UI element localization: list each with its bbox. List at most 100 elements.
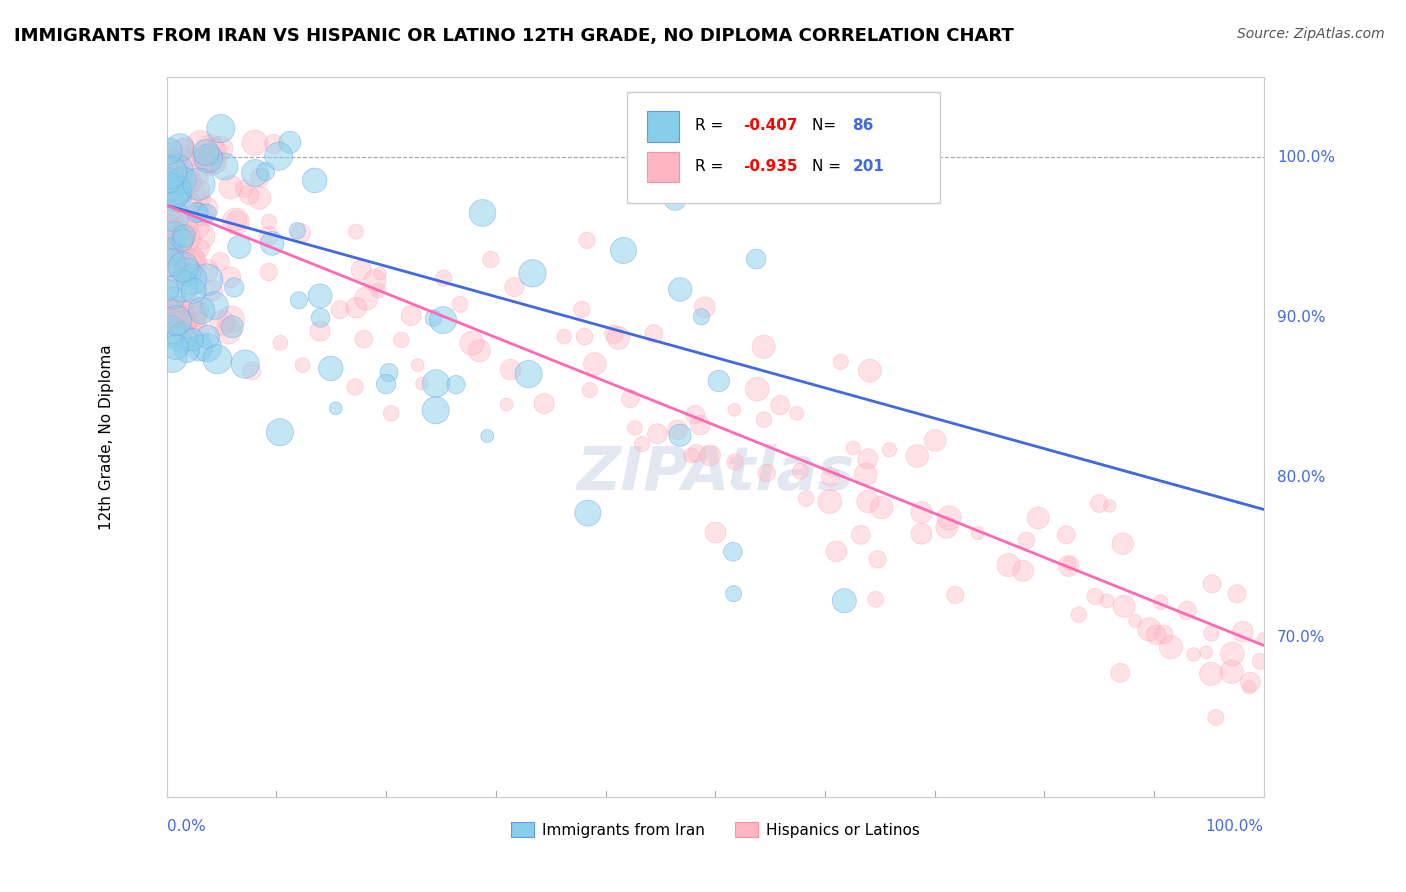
Point bbox=[190, 192, 212, 206]
Point bbox=[225, 214, 247, 228]
Point bbox=[1112, 537, 1135, 551]
Point bbox=[479, 252, 502, 267]
Point bbox=[183, 284, 205, 298]
Point bbox=[188, 183, 211, 197]
Point bbox=[689, 418, 711, 433]
Point bbox=[1144, 628, 1167, 642]
Point bbox=[856, 494, 879, 508]
Point bbox=[309, 324, 332, 338]
Point bbox=[910, 505, 932, 519]
Point bbox=[243, 136, 266, 150]
Point bbox=[195, 145, 218, 160]
Point bbox=[432, 313, 454, 327]
Point bbox=[257, 215, 280, 229]
Point bbox=[865, 592, 887, 607]
Point bbox=[209, 254, 232, 268]
Point bbox=[165, 313, 187, 327]
Point bbox=[179, 299, 201, 313]
Point bbox=[669, 282, 692, 296]
Point bbox=[157, 145, 180, 159]
Point bbox=[325, 401, 347, 416]
Point bbox=[631, 437, 654, 451]
Point bbox=[195, 206, 218, 220]
Point bbox=[166, 162, 188, 177]
Point bbox=[329, 302, 352, 317]
Point bbox=[267, 149, 290, 163]
Point bbox=[367, 284, 389, 298]
Point bbox=[1059, 557, 1081, 571]
Point bbox=[666, 423, 689, 437]
Text: R =: R = bbox=[696, 159, 728, 174]
Point bbox=[647, 426, 669, 441]
Text: 80.0%: 80.0% bbox=[1277, 470, 1326, 485]
Point bbox=[160, 216, 183, 230]
Point bbox=[818, 494, 841, 508]
Point bbox=[180, 272, 202, 286]
Point bbox=[249, 170, 271, 185]
Text: R =: R = bbox=[696, 118, 728, 133]
Point bbox=[166, 271, 188, 285]
Point bbox=[181, 255, 204, 269]
Text: 201: 201 bbox=[852, 159, 884, 174]
Point bbox=[344, 225, 367, 239]
Point bbox=[204, 299, 226, 313]
Point bbox=[249, 191, 271, 205]
Point bbox=[243, 166, 266, 180]
Point bbox=[685, 446, 707, 460]
Point bbox=[170, 265, 193, 279]
Point bbox=[157, 310, 180, 325]
Point bbox=[160, 304, 183, 318]
Point bbox=[747, 382, 769, 396]
Text: -0.407: -0.407 bbox=[742, 118, 797, 133]
Point bbox=[173, 315, 195, 329]
Point bbox=[842, 441, 865, 455]
Point bbox=[1253, 632, 1275, 647]
Point bbox=[309, 310, 332, 325]
Point bbox=[856, 451, 879, 466]
Point bbox=[191, 208, 214, 222]
Point bbox=[219, 270, 242, 285]
Point bbox=[503, 280, 526, 294]
Point bbox=[752, 412, 775, 426]
Point bbox=[375, 377, 398, 392]
Point bbox=[172, 259, 194, 273]
Point bbox=[194, 153, 217, 167]
Point bbox=[240, 364, 263, 378]
Point bbox=[786, 406, 808, 420]
Point bbox=[789, 464, 811, 478]
Point bbox=[181, 307, 204, 321]
Point bbox=[157, 240, 180, 254]
Point bbox=[177, 197, 200, 211]
Point bbox=[825, 544, 848, 558]
Point bbox=[159, 245, 181, 260]
Point bbox=[344, 380, 367, 394]
Point bbox=[685, 408, 707, 422]
Point bbox=[1057, 558, 1080, 573]
Point bbox=[820, 469, 842, 483]
Point bbox=[162, 182, 184, 196]
Point bbox=[163, 228, 186, 243]
Point bbox=[1175, 603, 1198, 617]
Point bbox=[209, 141, 232, 155]
Text: 100.0%: 100.0% bbox=[1277, 150, 1334, 165]
Point bbox=[855, 467, 877, 482]
Point bbox=[166, 303, 188, 318]
Point bbox=[1182, 648, 1205, 662]
Point bbox=[879, 442, 901, 457]
Point bbox=[195, 202, 218, 216]
Point bbox=[187, 221, 209, 235]
Point bbox=[174, 231, 197, 245]
Point bbox=[461, 336, 484, 351]
Point bbox=[159, 178, 181, 192]
Point bbox=[690, 310, 713, 324]
Point bbox=[1205, 710, 1227, 724]
Point bbox=[190, 303, 212, 318]
Point bbox=[211, 316, 233, 330]
Text: 0.0%: 0.0% bbox=[167, 819, 205, 834]
Point bbox=[471, 206, 494, 220]
Point bbox=[162, 307, 184, 321]
Point bbox=[291, 358, 314, 372]
Point bbox=[209, 121, 232, 136]
Point bbox=[1109, 665, 1132, 680]
Point bbox=[201, 284, 224, 298]
